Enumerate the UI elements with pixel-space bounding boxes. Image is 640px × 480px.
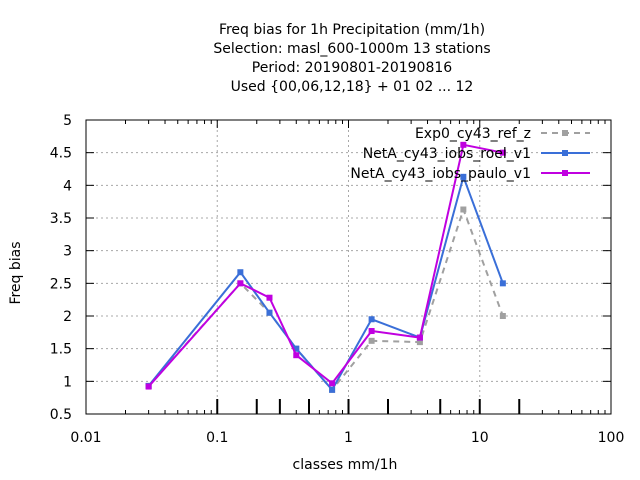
y-tick-label: 2.5 [50, 276, 72, 292]
y-tick-label: 1.5 [50, 342, 72, 358]
data-point [237, 269, 244, 276]
data-point [460, 141, 467, 148]
series-1 [145, 206, 506, 393]
data-point [329, 380, 336, 387]
data-point [329, 386, 336, 393]
legend-label: Exp0_cy43_ref_z [415, 126, 531, 142]
y-tick-label: 4.5 [50, 146, 72, 162]
data-point [499, 149, 506, 156]
data-point [368, 328, 375, 335]
data-point [499, 313, 506, 319]
x-axis-label: classes mm/1h [293, 457, 398, 473]
series-line [147, 206, 504, 392]
y-tick-label: 5 [63, 113, 72, 129]
data-point [499, 280, 506, 287]
x-tick-label: 0.1 [206, 430, 228, 446]
axis-ticks: 0.5 1 1.5 2 2.5 3 3.5 4 4.5 5 0.01 0.1 1 10 100 [50, 113, 625, 446]
y-tick-label: 2 [63, 309, 72, 325]
grid [86, 120, 611, 414]
y-tick-label: 3 [63, 244, 72, 260]
legend: Exp0_cy43_ref_z NetA_cy43_iobs_roel_v1 Net… [350, 126, 590, 182]
title-line-2: Selection: masl_600-1000m 13 stations [213, 41, 490, 57]
y-tick-label: 0.5 [50, 407, 72, 423]
series-3 [145, 141, 506, 390]
x-tick-label: 10 [471, 430, 489, 446]
x-tick-label: 0.01 [70, 430, 101, 446]
data-point [368, 316, 375, 323]
data-point [266, 309, 273, 316]
y-axis-label: Freq bias [8, 241, 24, 304]
title-line-4: Used {00,06,12,18} + 01 02 ... 12 [231, 79, 474, 95]
chart-title: Freq bias for 1h Precipitation (mm/1h) Se… [213, 22, 490, 95]
data-point [293, 345, 300, 352]
data-point [416, 339, 423, 346]
data-point [145, 383, 152, 390]
data-point [460, 206, 467, 213]
y-tick-label: 1 [63, 374, 72, 390]
y-tick-label: 4 [63, 178, 72, 194]
title-line-3: Period: 20190801-20190816 [252, 60, 452, 76]
data-point [237, 280, 244, 287]
data-point [266, 294, 273, 301]
data-series [145, 141, 506, 393]
data-point [368, 337, 375, 344]
legend-swatch-marker [562, 150, 568, 156]
y-tick-label: 3.5 [50, 211, 72, 227]
legend-swatch-marker [562, 170, 568, 176]
data-point [293, 352, 300, 359]
x-tick-label: 100 [598, 430, 625, 446]
data-point [416, 334, 423, 341]
title-line-1: Freq bias for 1h Precipitation (mm/1h) [219, 22, 485, 38]
data-point [460, 173, 467, 180]
legend-label: NetA_cy43_iobs_roel_v1 [363, 146, 531, 162]
x-tick-label: 1 [344, 430, 353, 446]
legend-label: NetA_cy43_iobs_paulo_v1 [350, 166, 531, 182]
legend-swatch-marker [562, 130, 568, 136]
